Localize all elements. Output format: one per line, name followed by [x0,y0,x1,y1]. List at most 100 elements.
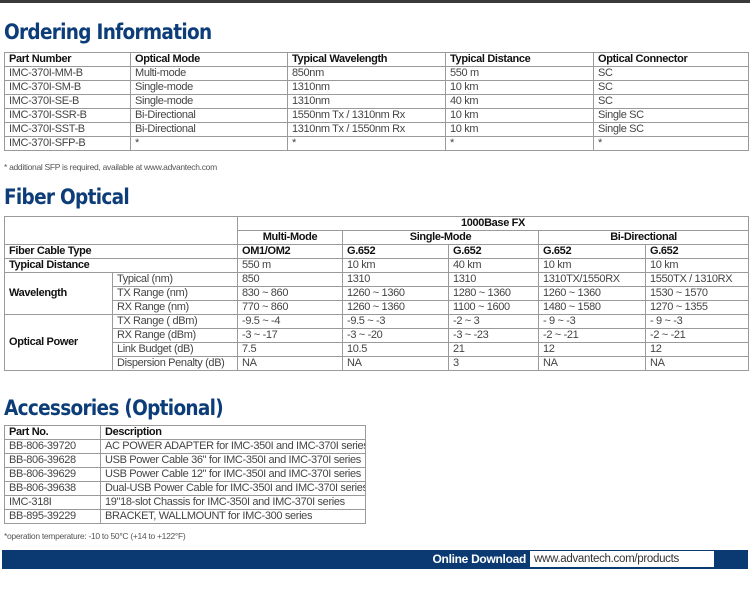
table-cell: AC POWER ADAPTER for IMC-350I and IMC-37… [100,439,366,454]
table-cell: IMC-370I-SM-B [4,80,131,95]
table-cell: * [287,136,446,151]
ordering-title: Ordering Information [4,20,212,44]
row-header: Typical Distance [4,258,238,273]
table-cell: 7.5 [237,342,343,357]
table-row: RX Range (dBm) -3 ~ -17 -3 ~ -20 -3 ~ -23 -2… [5,328,750,343]
column-header: Typical Distance [445,52,594,67]
row-subheader: TX Range (nm) [112,286,238,301]
table-cell: 21 [448,342,539,357]
table-cell: G.652 [538,244,646,259]
table-row: IMC-370I-MM-B Multi-mode 850nm 550 m SC [4,66,749,81]
table-cell: 1310nm Tx / 1550nm Rx [287,122,446,137]
table-cell: IMC-370I-SST-B [4,122,131,137]
mode-header-row: Multi-Mode Single-Mode Bi-Directional [5,230,750,245]
table-cell: NA [237,356,343,371]
table-cell: 1310 [448,272,539,287]
table-cell: OM1/OM2 [237,244,343,259]
table-row: IMC-318I 19"18-slot Chassis for IMC-350I … [4,495,366,510]
table-cell: 10 km [538,258,646,273]
row-group-header: Wavelength [4,272,113,315]
table-row: TX Range (nm) 830 ~ 860 1260 ~ 1360 1280 ~ … [5,286,750,301]
table-cell: -9.5 ~ -3 [342,314,449,329]
column-header: Optical Mode [130,52,288,67]
table-cell: SC [593,94,749,109]
accessories-table: Part No. Description BB-806-39720 AC POWER … [4,425,366,524]
table-row: BB-806-39629 USB Power Cable 12" for IMC-… [4,467,366,482]
table-cell: BB-806-39628 [4,453,101,468]
table-cell: 770 ~ 860 [237,300,343,315]
table-cell: IMC-370I-SSR-B [4,108,131,123]
table-row: BB-895-39229 BRACKET, WALLMOUNT for IMC-3… [4,509,366,524]
table-cell: * [130,136,288,151]
table-cell: 40 km [445,94,594,109]
table-row: BB-806-39720 AC POWER ADAPTER for IMC-350… [4,439,366,454]
table-row: Wavelength Typical (nm) 850 1310 1310 1310TX/… [4,272,750,315]
table-cell: BB-895-39229 [4,509,101,524]
table-cell: -2 ~ 3 [448,314,539,329]
table-cell: SC [593,66,749,81]
table-cell: Single-mode [130,80,288,95]
row-subheader: RX Range (nm) [112,300,238,315]
table-cell: Single SC [593,108,749,123]
table-cell: 3 [448,356,539,371]
table-cell: 10 km [644,258,750,273]
table-cell: IMC-318I [4,495,101,510]
table-row: IMC-370I-SFP-B * * * * [4,136,749,151]
table-row: Dispersion Penalty (dB) NA NA 3 NA NA [5,356,750,371]
row-subheader: TX Range ( dBm) [112,314,238,329]
blank-corner [4,216,238,245]
online-download-link[interactable]: www.advantech.com/products [530,551,714,567]
table-cell: 10.5 [342,342,449,357]
table-cell: -3 ~ -17 [237,328,343,343]
table-cell: 10 km [445,80,594,95]
table-cell: 1310TX/1550RX [538,272,646,287]
table-row: Link Budget (dB) 7.5 10.5 21 12 12 [5,342,750,357]
mode-header: Bi-Directional [537,230,750,245]
column-header: Typical Wavelength [287,52,446,67]
row-subheader: Link Budget (dB) [112,342,238,357]
row-subheader: Dispersion Penalty (dB) [112,356,238,371]
table-cell: 550 m [237,258,343,273]
group-header: 1000Base FX [236,216,750,231]
table-cell: 1260 ~ 1360 [342,300,449,315]
table-cell: USB Power Cable 36" for IMC-350I and IMC… [100,453,366,468]
table-row: BB-806-39628 USB Power Cable 36" for IMC-… [4,453,366,468]
table-row: IMC-370I-SM-B Single-mode 1310nm 10 km SC [4,80,749,95]
table-row: BB-806-39638 Dual-USB Power Cable for IMC… [4,481,366,496]
mode-header: Single-Mode [342,230,539,245]
table-cell: IMC-370I-SE-B [4,94,131,109]
table-cell: NA [342,356,449,371]
ordering-table: Part Number Optical Mode Typical Wavelengt… [4,52,749,151]
table-cell: Single-mode [130,94,288,109]
table-cell: NA [644,356,750,371]
table-cell: 550 m [445,66,594,81]
table-cell: IMC-370I-SFP-B [4,136,131,151]
table-cell: SC [593,80,749,95]
table-cell: 1550nm Tx / 1310nm Rx [287,108,446,123]
table-cell: IMC-370I-MM-B [4,66,131,81]
table-cell: 10 km [342,258,449,273]
table-row: IMC-370I-SSR-B Bi-Directional 1550nm Tx / … [4,108,749,123]
fiber-table: 1000Base FX Multi-Mode Single-Mode Bi-Direc… [4,216,750,371]
online-download-label: Online Download [432,552,527,566]
table-cell: -3 ~ -20 [342,328,449,343]
table-cell: G.652 [644,244,750,259]
table-cell: Multi-mode [130,66,288,81]
row-subheader: RX Range (dBm) [112,328,238,343]
online-download-banner: Online Download www.advantech.com/produc… [2,550,748,569]
table-cell: 10 km [445,122,594,137]
table-cell: 1260 ~ 1360 [538,286,646,301]
fiber-title: Fiber Optical [4,185,130,209]
table-cell: 1100 ~ 1600 [448,300,539,315]
ordering-footnote: * additional SFP is required, available … [4,162,217,172]
table-cell: 1310 [342,272,449,287]
table-cell: 1480 ~ 1580 [538,300,646,315]
table-cell: 1280 ~ 1360 [448,286,539,301]
group-header-row: 1000Base FX [4,216,750,245]
row-group-header: Optical Power [4,314,113,371]
accessories-title: Accessories (Optional) [4,396,224,420]
row-subheader: Typical (nm) [112,272,238,287]
table-row: Optical Power TX Range ( dBm) -9.5 ~ -4 -9.… [4,314,750,371]
table-cell: -9.5 ~ -4 [237,314,343,329]
table-cell: 1310nm [287,94,446,109]
